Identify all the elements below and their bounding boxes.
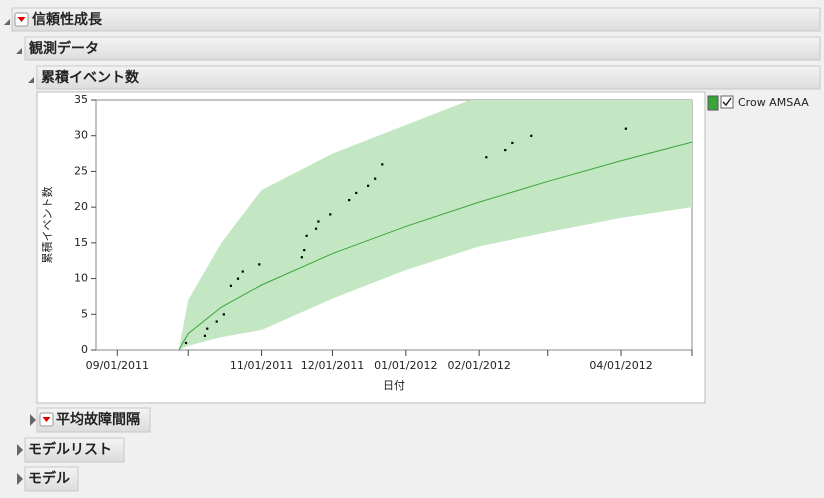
- outline-header[interactable]: [36, 407, 151, 433]
- data-point: [485, 156, 488, 159]
- data-point: [258, 263, 261, 266]
- fit-line: [178, 141, 692, 350]
- data-point: [300, 256, 303, 259]
- data-point: [236, 277, 240, 280]
- outline-title: モデル: [28, 470, 70, 487]
- data-point: [206, 327, 209, 330]
- y-tick-label: 25: [74, 164, 88, 177]
- outline-header[interactable]: [24, 466, 79, 492]
- data-point: [374, 177, 377, 180]
- data-point: [184, 341, 188, 345]
- disclosure-icon[interactable]: [17, 473, 23, 485]
- x-tick-label: 02/01/2012: [447, 359, 510, 372]
- data-point: [222, 313, 225, 316]
- x-tick-label: 01/01/2012: [374, 359, 437, 372]
- data-point: [241, 270, 244, 273]
- outline-title: 観測データ: [29, 40, 99, 57]
- data-point: [303, 249, 306, 252]
- disclosure-icon[interactable]: [4, 19, 10, 25]
- x-tick-label: 04/01/2012: [589, 359, 652, 372]
- disclosure-icon[interactable]: [28, 77, 34, 83]
- disclosure-icon[interactable]: [17, 444, 23, 456]
- disclosure-icon[interactable]: [30, 414, 36, 426]
- data-point: [624, 127, 627, 130]
- y-tick-label: 5: [81, 307, 88, 320]
- y-tick-label: 10: [74, 272, 88, 285]
- data-point: [229, 284, 233, 287]
- outline-header[interactable]: [36, 65, 821, 90]
- menu-icon: [17, 17, 26, 22]
- outline-header[interactable]: [24, 437, 125, 463]
- data-point: [203, 334, 206, 337]
- outline-title: モデルリスト: [28, 441, 112, 458]
- data-point: [329, 213, 332, 216]
- outline-title: 累積イベント数: [41, 69, 140, 86]
- x-tick-label: 11/01/2011: [230, 359, 293, 372]
- data-point: [317, 220, 320, 223]
- x-tick-label: 09/01/2011: [86, 359, 149, 372]
- outline-header[interactable]: [24, 36, 821, 61]
- legend-label: Crow AMSAA: [738, 96, 809, 109]
- outline-header[interactable]: [11, 7, 821, 32]
- data-point: [348, 199, 351, 202]
- confidence-band: [178, 100, 692, 350]
- outline-title: 平均故障間隔: [56, 411, 140, 428]
- y-tick-label: 35: [74, 93, 88, 106]
- check-mark: [722, 97, 732, 107]
- legend-swatch: [707, 95, 719, 111]
- data-point: [355, 191, 358, 195]
- data-point: [504, 149, 507, 152]
- y-tick-label: 20: [74, 200, 88, 213]
- data-point: [366, 184, 370, 187]
- y-tick-label: 30: [74, 129, 88, 142]
- data-point: [215, 320, 218, 323]
- x-axis-title: 日付: [383, 379, 405, 392]
- data-point: [511, 141, 514, 145]
- disclosure-icon[interactable]: [16, 48, 22, 54]
- menu-icon: [42, 417, 51, 422]
- data-point: [305, 234, 308, 237]
- y-tick-label: 15: [74, 236, 88, 249]
- legend-checkbox[interactable]: [720, 95, 734, 109]
- plot-layer: [178, 100, 692, 350]
- outline-title: 信頼性成長: [32, 11, 103, 28]
- y-axis-title: 累積イベント数: [40, 187, 54, 264]
- data-point: [314, 227, 318, 230]
- data-point: [530, 134, 533, 137]
- y-tick-label: 0: [81, 343, 88, 356]
- x-tick-label: 12/01/2011: [301, 359, 364, 372]
- data-point: [381, 163, 384, 166]
